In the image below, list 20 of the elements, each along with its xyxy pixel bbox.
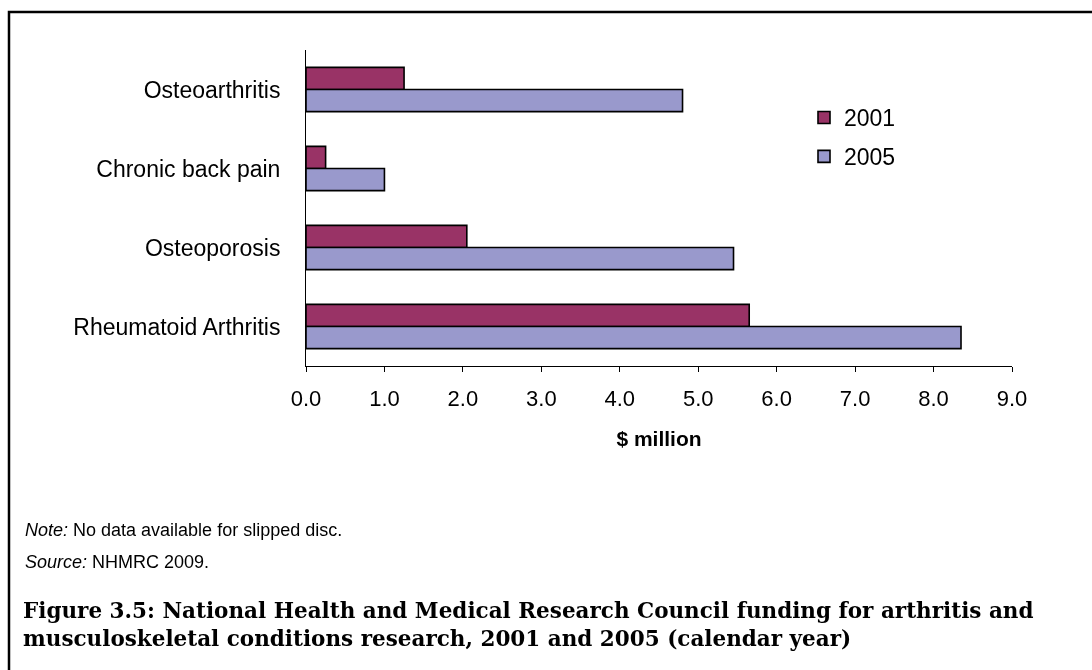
y-tick-label: Osteoarthritis	[143, 76, 281, 103]
y-tick-label: Chronic back pain	[96, 155, 281, 182]
x-tick-label: 8.0	[918, 386, 949, 412]
x-tick-label: 5.0	[682, 386, 714, 412]
x-tick-label: 7.0	[839, 386, 871, 412]
x-tick-label: 1.0	[369, 386, 400, 412]
legend-label: 2005	[844, 144, 896, 171]
x-tick-label: 9.0	[996, 386, 1028, 412]
x-tick-label: 4.0	[604, 386, 636, 412]
x-tick-label: 2.0	[447, 386, 479, 412]
y-tick-label: Rheumatoid Arthritis	[73, 313, 281, 340]
legend-label: 2001	[844, 105, 896, 132]
y-tick-label: Osteoporosis	[144, 234, 281, 261]
text: Figure 3.5: National Health and Medical Research Council funding for arthritis and musculoskeletal conditions research, 2001 and 2005 (calendar year)	[23, 598, 1034, 651]
text: Note: No data available for slipped disc.	[25, 520, 343, 540]
x-tick-label: 6.0	[761, 386, 792, 412]
source-note: Source: NHMRC 2009.	[25, 552, 210, 572]
x-tick-label: 0.0	[290, 386, 322, 412]
x-axis-title: $ million	[616, 426, 702, 450]
x-tick-label: 3.0	[526, 386, 557, 412]
